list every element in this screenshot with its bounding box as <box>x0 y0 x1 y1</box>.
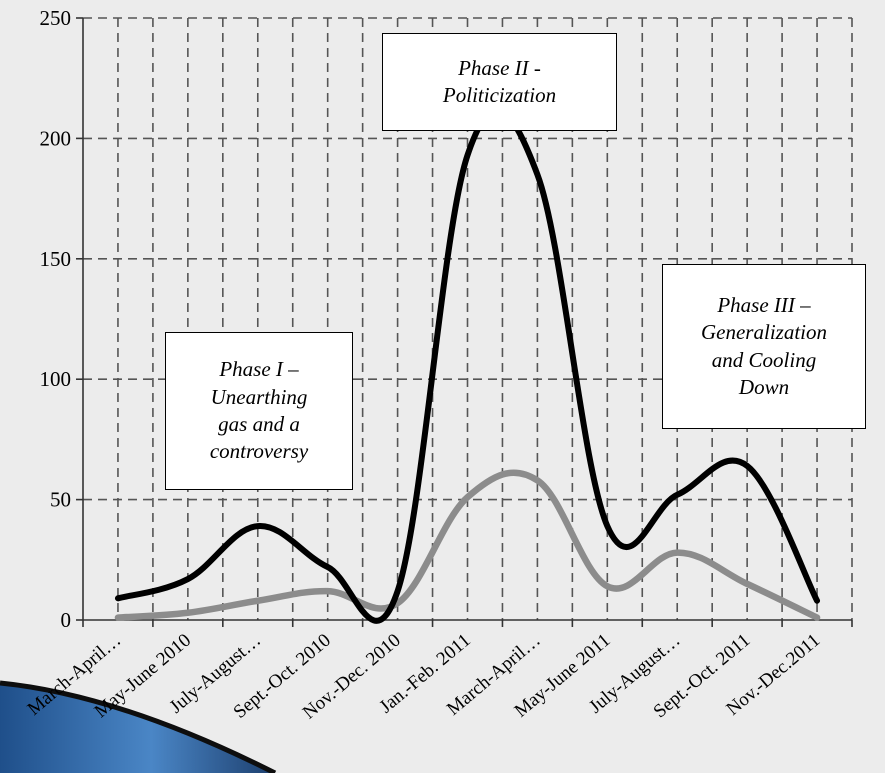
y-tick-labels: 0 50 100 150 200 250 <box>40 6 72 632</box>
y-tick-label: 50 <box>50 488 71 512</box>
annotation-phase-3: Phase III – Generalization and Cooling D… <box>662 264 866 429</box>
decorative-ribbon <box>0 683 275 773</box>
decoration <box>0 680 277 773</box>
y-tick-label: 100 <box>40 367 72 391</box>
series-line-2 <box>114 469 821 621</box>
y-tick-label: 150 <box>40 247 72 271</box>
decorative-ribbon-edge <box>0 680 277 773</box>
x-tick-labels: March-April…May-June 2010July-August…Sep… <box>24 630 825 724</box>
y-tick-label: 250 <box>40 6 72 30</box>
axes <box>76 17 853 627</box>
y-tick-label: 0 <box>61 608 72 632</box>
y-tick-label: 200 <box>40 126 72 150</box>
annotation-phase-1: Phase I – Unearthing gas and a controver… <box>165 332 353 490</box>
annotation-phase-2: Phase II - Politicization <box>382 33 617 131</box>
